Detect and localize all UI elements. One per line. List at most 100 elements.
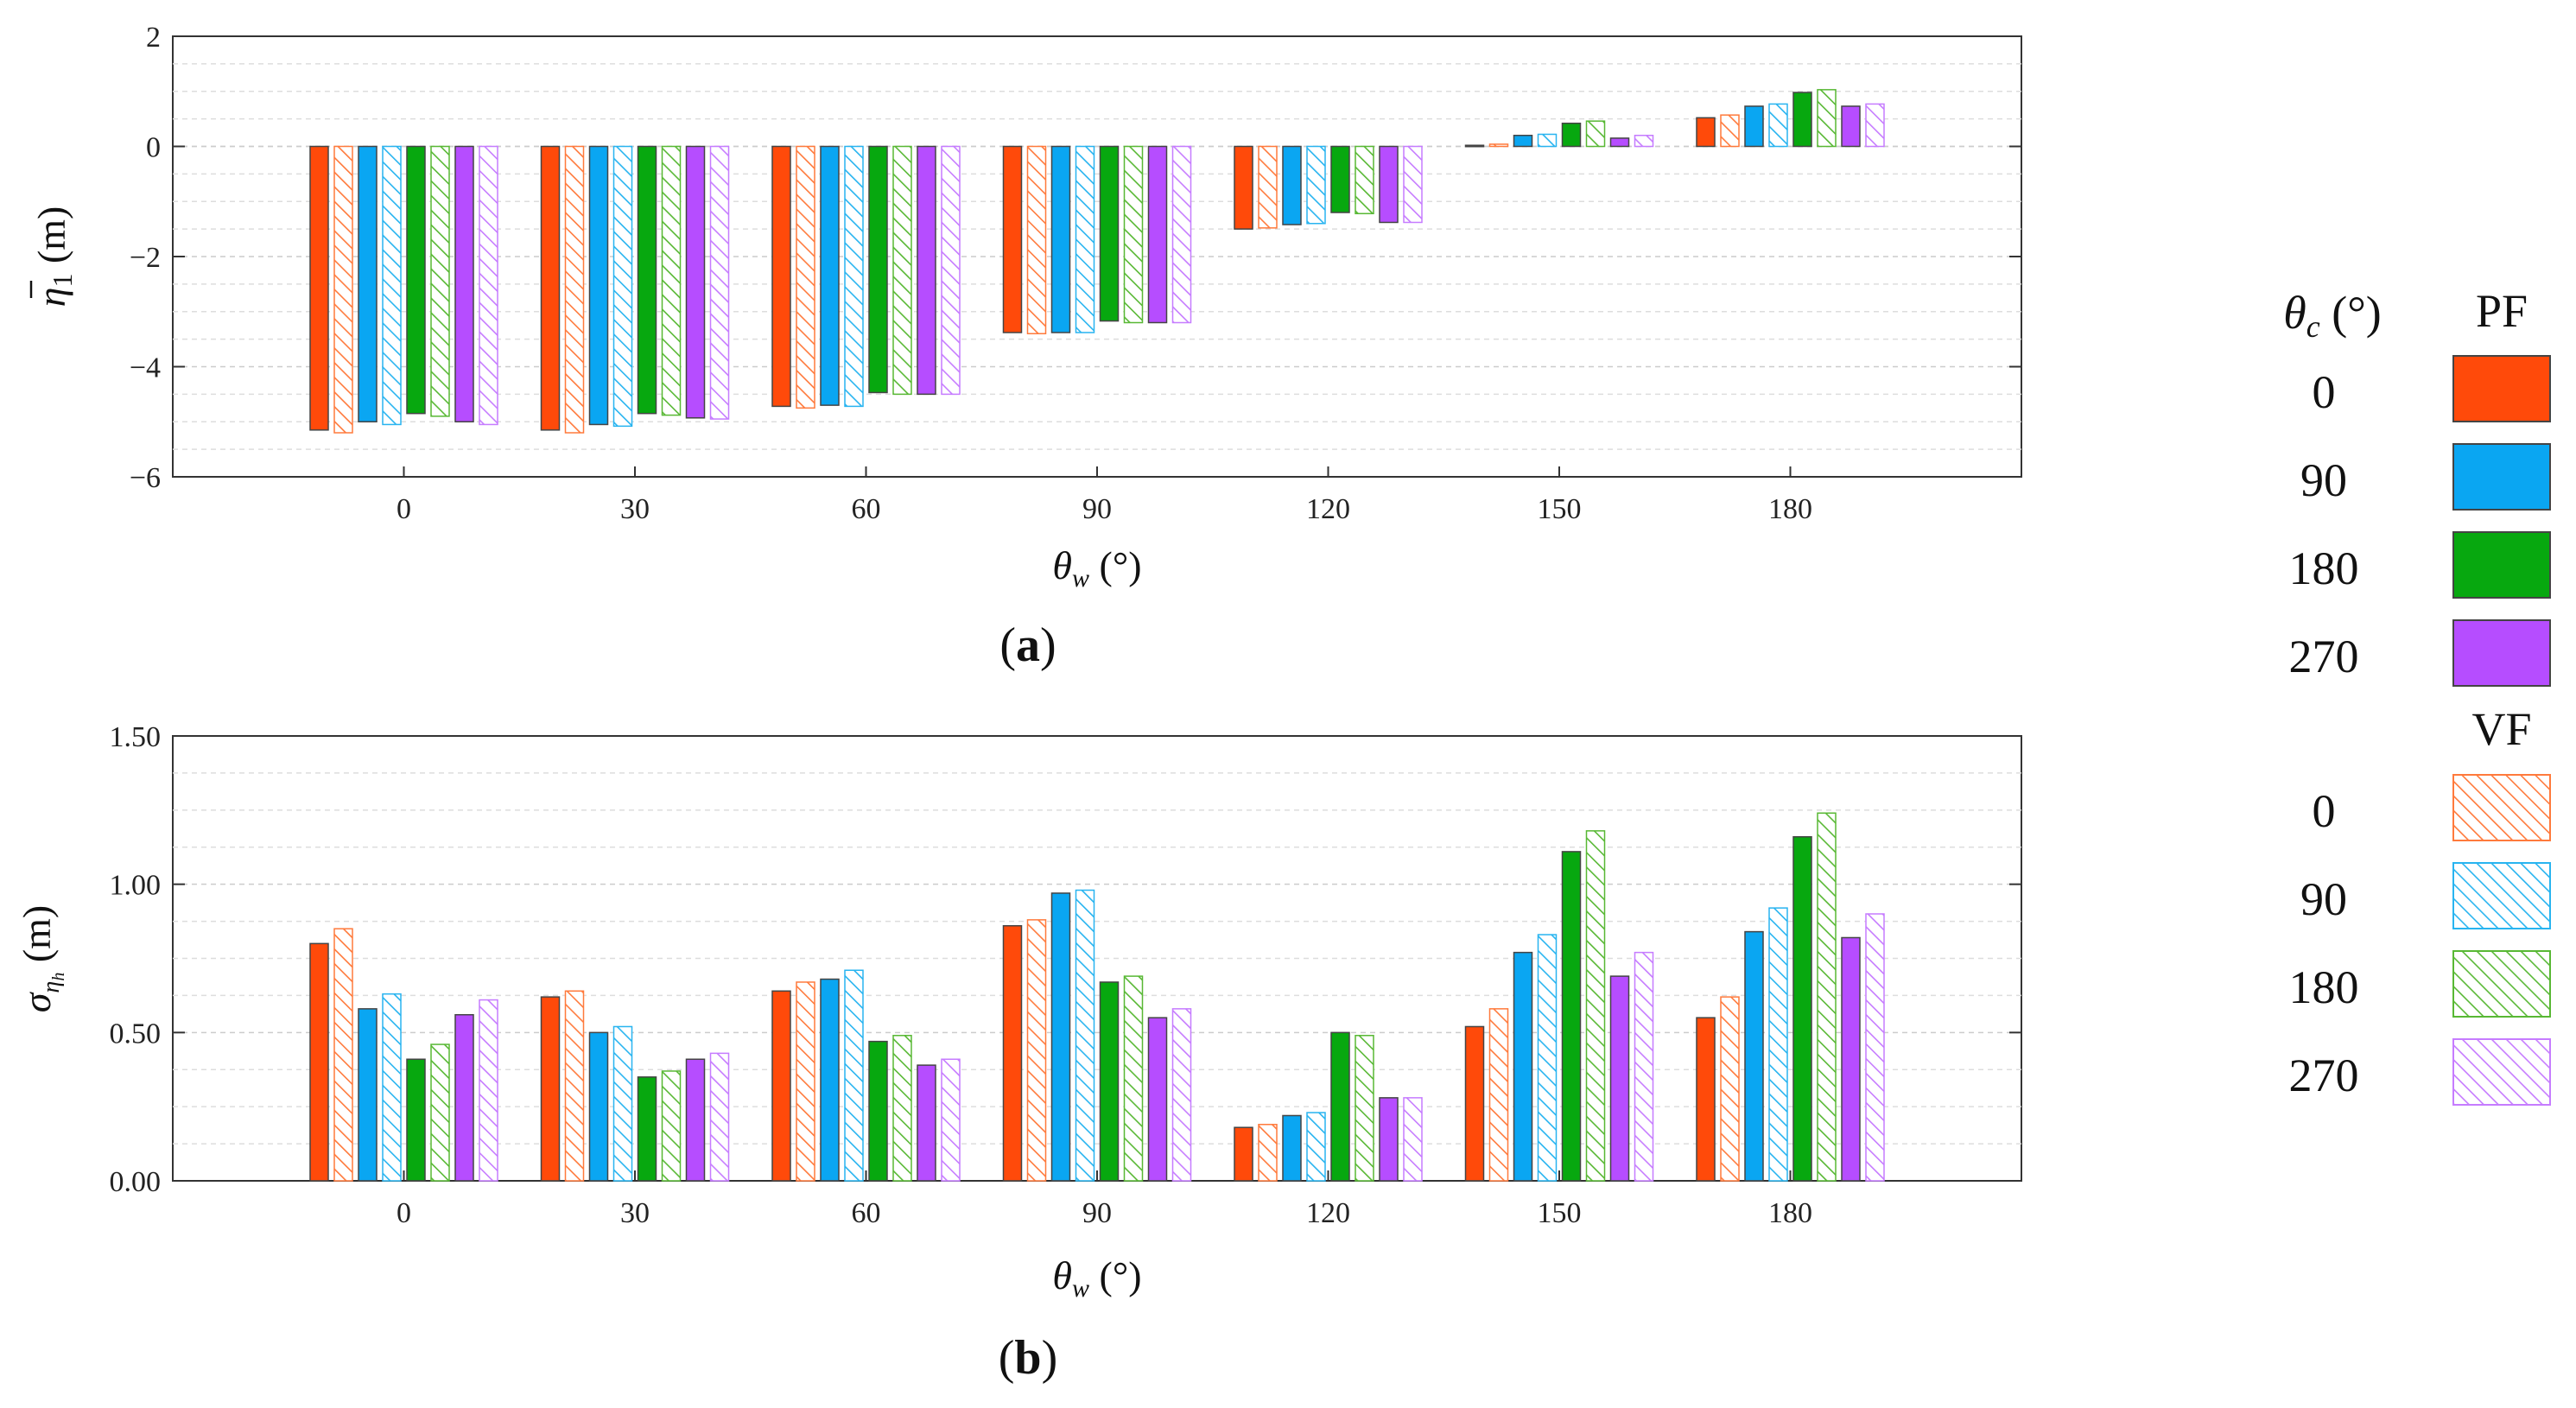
- bar-pf-270: [685, 145, 706, 419]
- legend-pf-heading: PF: [2476, 285, 2528, 337]
- legend-header: θc (°): [2283, 287, 2382, 344]
- bar-vf-0: [1258, 1124, 1278, 1182]
- bar-vf-180: [892, 1035, 912, 1182]
- panel-b-y-label-unit: (m): [15, 905, 59, 973]
- bar-vf-180: [661, 1070, 682, 1182]
- bar-vf-180: [430, 1043, 450, 1182]
- x-tick-label: 180: [1768, 493, 1812, 525]
- x-tick-label: 0: [397, 1197, 411, 1229]
- legend-pf-label-90: 90: [2300, 454, 2347, 506]
- bar-vf-270: [1171, 1008, 1192, 1182]
- legend-header-unit: (°): [2320, 287, 2382, 339]
- bar-vf-90: [1306, 145, 1326, 225]
- bar-vf-270: [1634, 951, 1654, 1182]
- bar-vf-270: [1403, 145, 1423, 224]
- bar-vf-90: [1306, 1112, 1326, 1182]
- legend-vf-heading: VF: [2471, 703, 2531, 755]
- bar-pf-0: [1696, 117, 1716, 148]
- bar-pf-180: [637, 145, 657, 415]
- bar-pf-90: [1513, 951, 1533, 1182]
- y-tick-label: 2: [146, 22, 161, 54]
- y-tick-label: 1.00: [110, 870, 162, 902]
- bar-vf-0: [564, 990, 585, 1182]
- bar-pf-180: [406, 1058, 426, 1182]
- bar-pf-270: [454, 145, 474, 422]
- bar-vf-270: [709, 1052, 730, 1182]
- bar-pf-90: [1744, 930, 1764, 1182]
- panel-a-label: (a): [999, 618, 1056, 672]
- panel-b-y-axis-label: σηh (m): [15, 905, 68, 1013]
- bar-pf-0: [1002, 924, 1023, 1182]
- x-tick-label: 60: [852, 1197, 881, 1229]
- x-tick-label: 30: [620, 493, 650, 525]
- legend-vf-label-180: 180: [2289, 961, 2359, 1013]
- y-tick-label: 0: [146, 132, 161, 164]
- y-tick-label: −2: [130, 242, 161, 274]
- bar-vf-180: [1817, 812, 1837, 1182]
- panel-b-y-label-subsub: h: [49, 973, 68, 981]
- bar-vf-90: [382, 993, 402, 1182]
- bar-pf-180: [406, 145, 426, 415]
- bar-pf-180: [1561, 122, 1582, 148]
- bar-pf-180: [1099, 981, 1120, 1182]
- panel-b-x-ticks: 0 30 60 90 120 150 180: [397, 1170, 1812, 1229]
- legend-vf-label-0: 0: [2313, 785, 2336, 837]
- panel-a-y-label-symbol: η: [29, 288, 73, 308]
- bar-pf-0: [540, 145, 561, 431]
- bar-pf-0: [771, 145, 791, 408]
- panel-b-label: (b): [999, 1331, 1057, 1385]
- bar-pf-180: [1561, 851, 1582, 1182]
- x-tick-label: 90: [1082, 493, 1112, 525]
- bar-pf-270: [1841, 936, 1861, 1182]
- bar-pf-0: [1234, 145, 1253, 230]
- bar-pf-0: [771, 990, 791, 1182]
- bar-pf-90: [358, 145, 378, 422]
- bar-pf-180: [1792, 92, 1812, 148]
- bar-pf-180: [1330, 145, 1350, 213]
- bar-vf-0: [333, 928, 353, 1182]
- bar-pf-90: [1282, 145, 1302, 225]
- bar-vf-0: [796, 145, 815, 409]
- bar-pf-90: [820, 978, 840, 1182]
- bar-pf-0: [1464, 144, 1485, 148]
- panel-b-x-label-unit: (°): [1089, 1253, 1142, 1297]
- bar-vf-180: [1355, 145, 1374, 215]
- bar-pf-90: [1282, 1114, 1302, 1182]
- bar-vf-180: [1817, 89, 1837, 148]
- bar-vf-270: [941, 1058, 961, 1182]
- bar-vf-180: [1123, 975, 1144, 1182]
- bar-pf-270: [1379, 145, 1399, 224]
- bar-vf-90: [1537, 934, 1558, 1182]
- bar-pf-270: [1147, 145, 1168, 324]
- bar-pf-180: [1099, 145, 1120, 322]
- bar-vf-90: [1537, 133, 1558, 148]
- legend-vf-swatch-0: [2452, 774, 2551, 841]
- bar-pf-270: [1609, 975, 1630, 1182]
- bar-pf-180: [868, 145, 888, 394]
- bar-vf-0: [1720, 996, 1740, 1182]
- legend-header-symbol: θ: [2283, 287, 2306, 339]
- legend-header-sub: c: [2306, 309, 2320, 344]
- panel-a-bars: [309, 89, 1885, 434]
- bar-vf-90: [844, 145, 864, 408]
- bar-pf-0: [309, 942, 329, 1182]
- bar-pf-270: [1841, 105, 1861, 148]
- panel-a-y-axis-label: η1 (m): [29, 206, 78, 308]
- y-tick-label: −6: [130, 462, 161, 494]
- bar-vf-270: [479, 145, 498, 426]
- bar-vf-270: [1634, 135, 1654, 148]
- bar-vf-0: [1258, 145, 1278, 229]
- bar-pf-270: [1609, 137, 1630, 148]
- bar-vf-180: [1123, 145, 1144, 324]
- legend-pf-label-180: 180: [2289, 542, 2359, 594]
- x-tick-label: 150: [1538, 493, 1582, 525]
- bar-vf-0: [564, 145, 585, 434]
- bar-vf-90: [1075, 145, 1095, 333]
- bar-pf-180: [637, 1076, 657, 1182]
- panel-a-x-label-symbol: θ: [1052, 543, 1072, 587]
- bar-vf-180: [661, 145, 682, 416]
- bar-vf-90: [382, 145, 402, 426]
- bar-vf-180: [1585, 830, 1606, 1182]
- bar-vf-180: [1355, 1035, 1374, 1182]
